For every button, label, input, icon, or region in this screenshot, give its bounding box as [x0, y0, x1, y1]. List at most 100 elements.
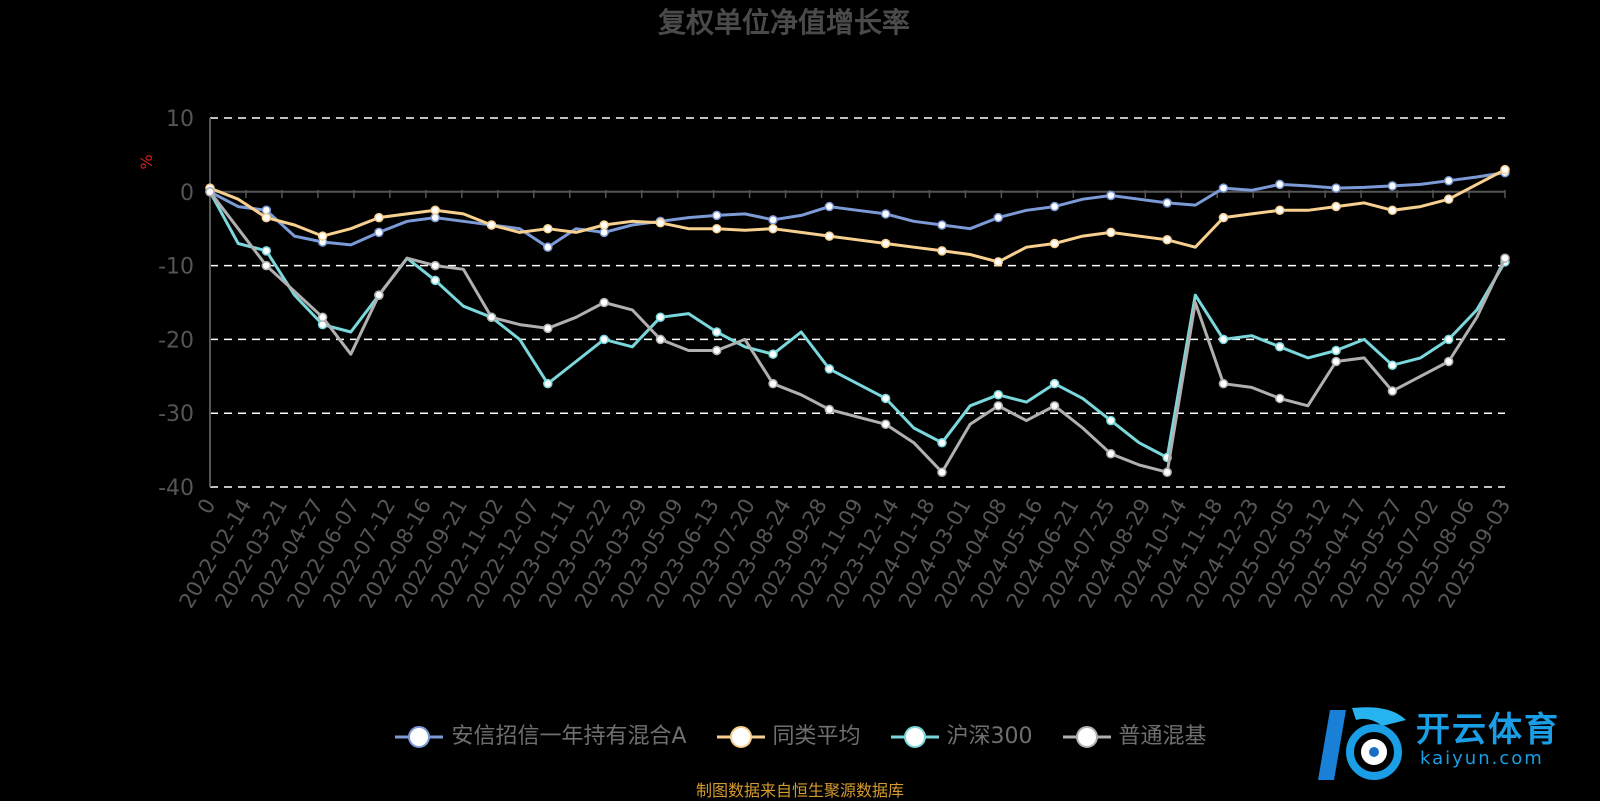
logo-domain: kaiyun.com: [1420, 748, 1544, 769]
data-point: [1218, 378, 1229, 389]
data-point: [1387, 181, 1398, 191]
y-tick-label: -20: [158, 328, 194, 353]
data-point: [1387, 386, 1398, 396]
data-point: [374, 290, 384, 300]
data-point: [824, 404, 835, 415]
data-point: [1162, 467, 1172, 477]
data-point: [599, 334, 609, 345]
brand-logo: 开云体育 kaiyun.com: [1312, 700, 1592, 790]
data-point: [1049, 378, 1060, 389]
data-point: [1275, 393, 1285, 404]
data-point: [1106, 449, 1116, 459]
data-point: [1218, 334, 1229, 345]
data-point: [655, 312, 666, 323]
data-point: [1049, 201, 1060, 212]
data-point: [261, 260, 272, 271]
data-point: [1331, 183, 1341, 193]
logo-name: 开云体育: [1416, 710, 1560, 750]
data-point: [1106, 415, 1116, 426]
data-point: [993, 401, 1004, 411]
data-point: [374, 212, 384, 223]
data-point: [543, 242, 553, 252]
line-chart: 复权单位净值增长率 % 10 0 -10 -20 -30 -40 02022-02-142…: [137, 6, 1515, 612]
data-point: [261, 246, 272, 256]
series-line-1: [209, 168, 1506, 264]
legend: 安信招信一年持有混合A 同类平均 沪深300 普通混基: [0, 718, 1600, 751]
data-point: [880, 209, 891, 219]
data-point: [1275, 342, 1285, 352]
data-point: [205, 187, 215, 197]
data-point: [430, 260, 440, 271]
data-point: [543, 223, 553, 234]
data-point: [1275, 179, 1285, 190]
data-point: [1218, 212, 1229, 223]
data-point: [1500, 253, 1510, 263]
data-point: [486, 312, 497, 323]
y-tick-label: -40: [158, 476, 194, 501]
data-point: [261, 212, 272, 223]
series-line-2: [208, 191, 1507, 459]
legend-label: 普通混基: [1118, 724, 1207, 749]
data-point: [880, 393, 891, 404]
data-point: [937, 467, 947, 477]
legend-marker-icon: [890, 726, 939, 748]
data-point: [1331, 356, 1341, 367]
data-point: [1162, 198, 1172, 208]
data-point: [317, 312, 328, 323]
data-point: [937, 246, 947, 256]
data-point: [1162, 235, 1172, 245]
chart-title: 复权单位净值增长率: [658, 6, 910, 39]
legend-item-3[interactable]: 普通混基: [1061, 718, 1207, 751]
legend-label: 沪深300: [946, 724, 1033, 749]
y-axis: 10 0 -10 -20 -30 -40: [158, 107, 211, 501]
series-line-3: [208, 190, 1507, 474]
data-point: [711, 210, 722, 221]
data-point: [880, 419, 891, 430]
data-point: [655, 218, 666, 228]
data-point: [1049, 238, 1060, 249]
source-note: 制图数据来自恒生聚源数据库: [695, 781, 904, 800]
data-point: [1387, 360, 1398, 370]
data-point: [655, 334, 666, 345]
legend-marker-icon: [395, 726, 444, 748]
data-point: [993, 390, 1004, 400]
data-point: [1443, 175, 1454, 186]
y-axis-unit: %: [137, 154, 156, 169]
data-point: [543, 378, 553, 389]
data-point: [1443, 194, 1454, 204]
data-point: [1106, 190, 1116, 201]
data-point: [768, 215, 778, 225]
data-point: [599, 220, 609, 230]
data-point: [824, 201, 835, 212]
data-point: [711, 223, 722, 234]
data-point: [543, 323, 553, 334]
data-point: [993, 212, 1004, 223]
data-point: [1443, 334, 1454, 345]
legend-item-0[interactable]: 安信招信一年持有混合A: [393, 718, 687, 751]
data-point: [937, 437, 947, 448]
data-point: [1331, 201, 1341, 212]
legend-item-2[interactable]: 沪深300: [889, 718, 1033, 751]
data-point: [430, 275, 440, 286]
data-point: [1218, 183, 1229, 193]
legend-marker-icon: [716, 726, 765, 748]
gridlines: [210, 117, 1505, 488]
data-point: [937, 220, 947, 230]
x-tick-label: 0: [193, 495, 220, 519]
data-point: [374, 227, 384, 238]
data-point: [599, 297, 609, 308]
data-point: [768, 378, 778, 389]
data-point: [768, 223, 778, 234]
legend-item-1[interactable]: 同类平均: [715, 718, 861, 751]
data-point: [1331, 345, 1341, 356]
data-point: [768, 349, 778, 359]
legend-label: 安信招信一年持有混合A: [451, 724, 687, 749]
data-point: [824, 231, 835, 241]
data-point: [1049, 401, 1060, 411]
legend-label: 同类平均: [772, 724, 861, 749]
data-point: [1500, 164, 1510, 175]
logo-icon: [1318, 707, 1406, 780]
series-line-0: [209, 171, 1506, 249]
data-point: [486, 220, 497, 230]
data-point: [993, 257, 1004, 267]
